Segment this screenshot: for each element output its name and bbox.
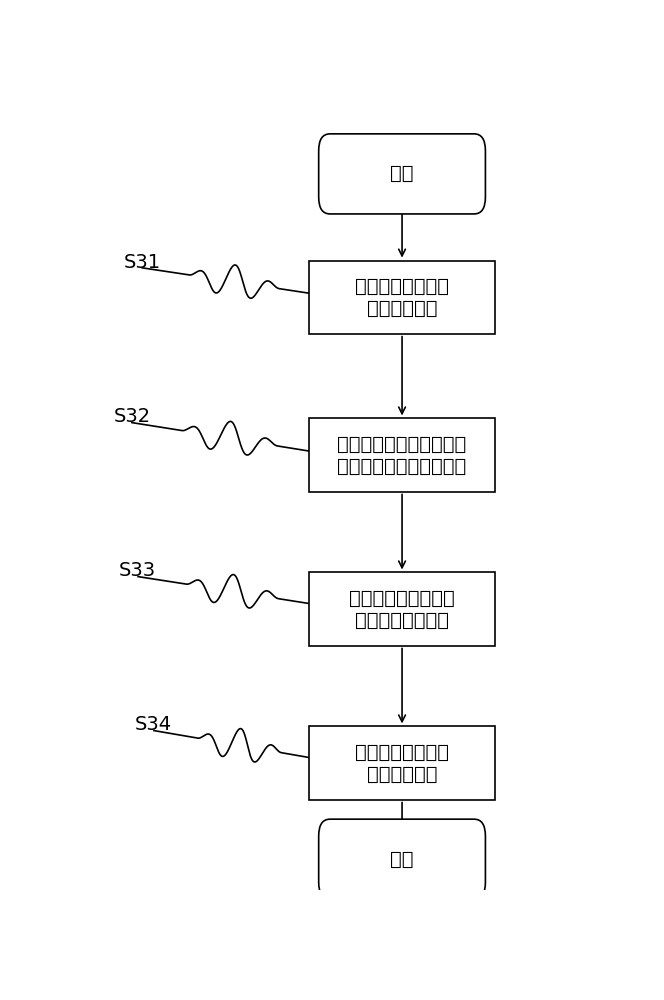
Text: 光敏传感装置接收
红外充电信号: 光敏传感装置接收 红外充电信号 — [355, 277, 449, 318]
Bar — [309, 261, 495, 334]
Bar — [309, 418, 495, 492]
FancyBboxPatch shape — [319, 134, 485, 214]
Bar — [309, 726, 495, 800]
Text: 开始: 开始 — [390, 164, 414, 183]
Text: S34: S34 — [134, 715, 171, 734]
Text: 将处理后的红外充电
信号进行模数转换: 将处理后的红外充电 信号进行模数转换 — [349, 588, 455, 629]
FancyBboxPatch shape — [319, 819, 485, 899]
Text: S31: S31 — [124, 253, 161, 272]
Text: 结束: 结束 — [390, 850, 414, 869]
Text: S33: S33 — [119, 561, 156, 580]
Text: S32: S32 — [114, 407, 151, 426]
Text: 对比模数转换后的
红外充电信号: 对比模数转换后的 红外充电信号 — [355, 742, 449, 783]
Text: 放大红外充电信号并将该
信号进行带通滤波和检波: 放大红外充电信号并将该 信号进行带通滤波和检波 — [337, 434, 467, 475]
Bar — [309, 572, 495, 646]
